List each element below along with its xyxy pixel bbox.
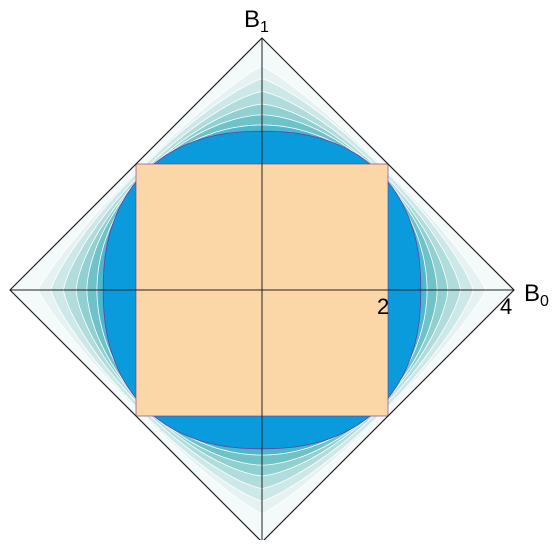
axes	[10, 38, 514, 542]
tick-label-4: 4	[500, 294, 513, 319]
x-axis-label: B0	[524, 280, 549, 310]
y-axis-label: B1	[244, 6, 269, 36]
tick-label-2: 2	[377, 294, 390, 319]
